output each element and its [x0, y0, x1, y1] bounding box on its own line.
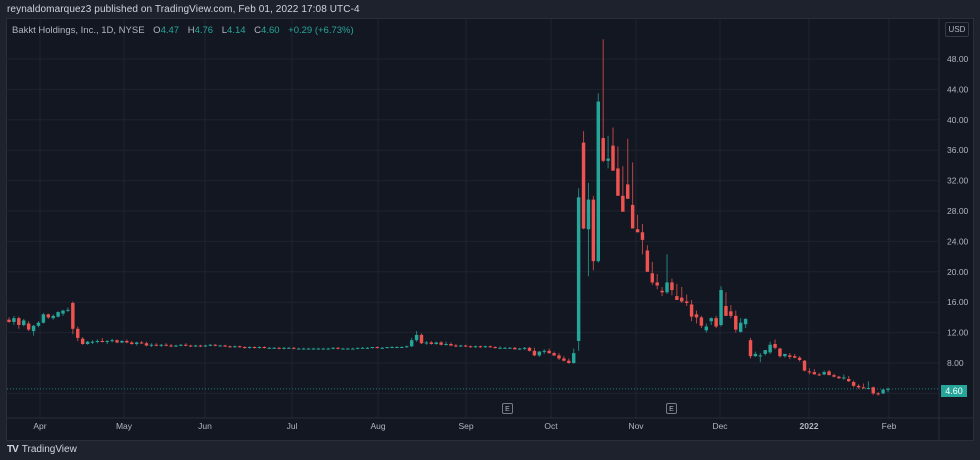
open-value: 4.47 [160, 25, 180, 36]
svg-text:44.00: 44.00 [947, 84, 969, 94]
svg-text:Apr: Apr [33, 421, 46, 431]
low-label: L [221, 25, 228, 36]
svg-text:Aug: Aug [370, 421, 385, 431]
time-axis[interactable]: Apr May Jun Jul Aug Sep Oct Nov Dec 2022 Feb [33, 421, 896, 431]
svg-text:16.00: 16.00 [947, 297, 969, 307]
close-value: 4.60 [261, 25, 280, 36]
svg-text:8.00: 8.00 [947, 358, 964, 368]
price-axis[interactable]: 8.00 12.00 16.00 20.00 24.00 28.00 32.00 36.00 4… [947, 54, 969, 368]
svg-text:12.00: 12.00 [947, 328, 969, 338]
chart-pane[interactable] [6, 18, 974, 441]
tradingview-logo-icon: TV [7, 444, 19, 455]
axis-separators [7, 19, 974, 441]
brand-name: TradingView [21, 444, 77, 455]
close-label: C [254, 25, 262, 36]
svg-text:20.00: 20.00 [947, 267, 969, 277]
grid-lines [7, 19, 939, 418]
earnings-icon[interactable]: E [666, 403, 677, 414]
svg-text:Feb: Feb [882, 421, 897, 431]
last-price-tag: 4.60 [941, 385, 967, 397]
svg-text:Nov: Nov [628, 421, 644, 431]
open-label: O [153, 25, 161, 36]
svg-text:32.00: 32.00 [947, 176, 969, 186]
candles [7, 39, 890, 396]
high-value: 4.76 [194, 25, 214, 36]
svg-text:Jul: Jul [287, 421, 298, 431]
svg-text:28.00: 28.00 [947, 206, 969, 216]
high-label: H [187, 25, 195, 36]
symbol-title: Bakkt Holdings, Inc., 1D, NYSE [12, 25, 145, 36]
earnings-icon[interactable]: E [502, 403, 513, 414]
svg-text:Dec: Dec [712, 421, 728, 431]
svg-text:24.00: 24.00 [947, 236, 969, 246]
svg-text:36.00: 36.00 [947, 145, 969, 155]
footer-brand[interactable]: TV TradingView [7, 444, 77, 455]
svg-text:Jun: Jun [198, 421, 212, 431]
svg-text:Sep: Sep [458, 421, 473, 431]
svg-text:2022: 2022 [800, 421, 819, 431]
symbol-legend: Bakkt Holdings, Inc., 1D, NYSE O4.47 H4.… [12, 25, 354, 36]
currency-button[interactable]: USD [945, 22, 969, 37]
svg-text:40.00: 40.00 [947, 115, 969, 125]
svg-text:Oct: Oct [544, 421, 558, 431]
publish-caption: reynaldomarquez3 published on TradingVie… [7, 4, 360, 15]
svg-text:48.00: 48.00 [947, 54, 969, 64]
change-value: +0.29 (+6.73%) [288, 25, 354, 36]
low-value: 4.14 [227, 25, 246, 36]
svg-text:May: May [116, 421, 133, 431]
